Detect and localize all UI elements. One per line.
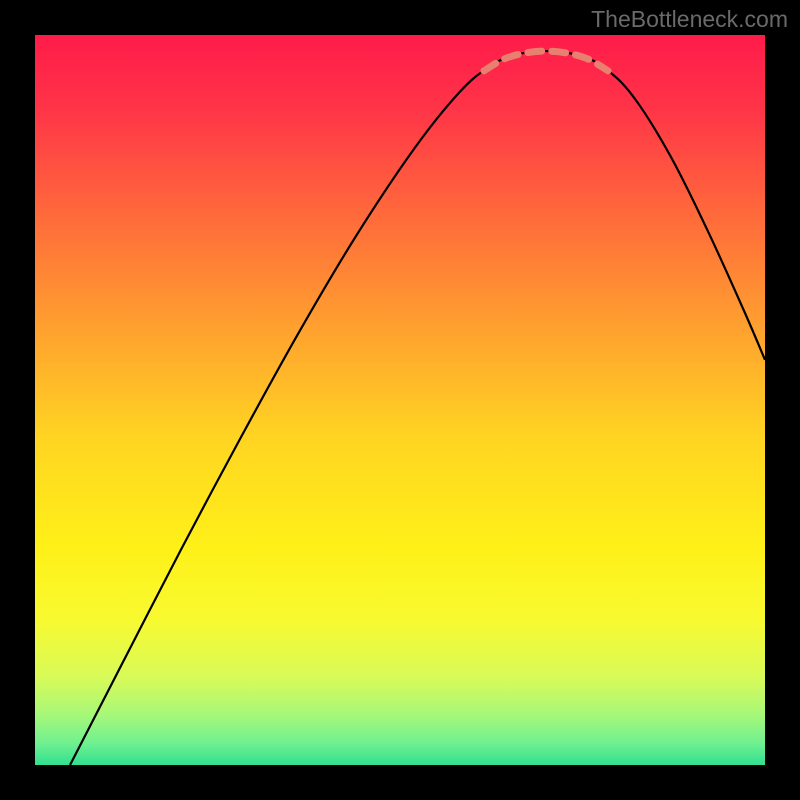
watermark-text: TheBottleneck.com (591, 6, 788, 33)
chart-plot-area (35, 35, 765, 765)
chart-curve-layer (35, 35, 765, 765)
optimal-range-highlight (484, 51, 608, 71)
bottleneck-curve (70, 51, 765, 765)
